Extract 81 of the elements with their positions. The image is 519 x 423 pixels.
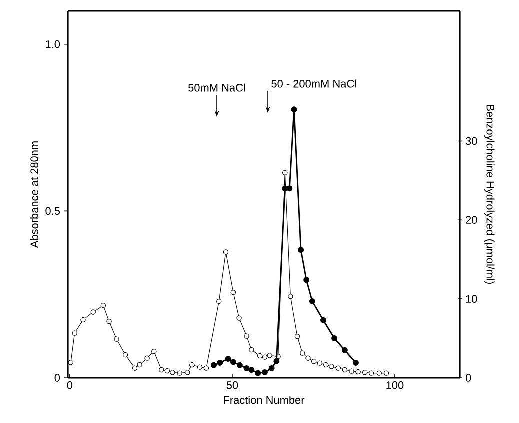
point bbox=[298, 247, 304, 254]
point bbox=[362, 370, 368, 376]
point bbox=[159, 367, 164, 373]
point bbox=[332, 336, 338, 342]
point bbox=[309, 298, 316, 304]
point bbox=[300, 350, 306, 356]
point bbox=[72, 330, 78, 336]
x-tick-label: 0 bbox=[67, 382, 73, 390]
point bbox=[311, 359, 317, 364]
point bbox=[274, 358, 280, 364]
point bbox=[244, 366, 250, 372]
point bbox=[152, 349, 157, 354]
point bbox=[164, 368, 170, 374]
point bbox=[197, 364, 203, 370]
point bbox=[217, 360, 224, 366]
point bbox=[68, 360, 74, 366]
point bbox=[262, 354, 268, 360]
point bbox=[223, 250, 229, 255]
point bbox=[291, 106, 298, 113]
point bbox=[177, 370, 182, 376]
point bbox=[80, 317, 86, 323]
y2-tick-label: 20 bbox=[466, 216, 478, 224]
point bbox=[170, 370, 176, 376]
point bbox=[317, 360, 323, 366]
point bbox=[342, 367, 348, 373]
point bbox=[106, 319, 112, 324]
y2-axis-title: Benzoylcholine Hydrolyzed (μmol/ml) bbox=[484, 105, 495, 284]
point bbox=[268, 366, 275, 372]
point bbox=[353, 360, 359, 366]
point bbox=[210, 362, 217, 368]
y2-tick-label: 30 bbox=[466, 137, 478, 146]
point bbox=[258, 353, 263, 359]
point bbox=[190, 362, 195, 368]
x-tick-label: 100 bbox=[386, 382, 404, 390]
point bbox=[356, 369, 361, 375]
point bbox=[336, 366, 342, 371]
point bbox=[249, 347, 254, 353]
point bbox=[100, 303, 106, 308]
point bbox=[384, 370, 390, 376]
point bbox=[204, 366, 210, 371]
point bbox=[230, 290, 236, 296]
point bbox=[342, 347, 348, 354]
point bbox=[286, 186, 293, 192]
point bbox=[323, 362, 329, 368]
point bbox=[225, 356, 232, 362]
point bbox=[236, 362, 243, 368]
point bbox=[320, 317, 326, 324]
point bbox=[132, 366, 138, 371]
point bbox=[122, 352, 128, 358]
y-axis-title: Absorbance at 280nm bbox=[30, 142, 38, 248]
point bbox=[376, 370, 382, 376]
point bbox=[90, 310, 96, 315]
point bbox=[282, 170, 288, 176]
point bbox=[144, 356, 150, 361]
y2-tick-label: 0 bbox=[466, 374, 472, 382]
point bbox=[248, 367, 255, 374]
point bbox=[230, 359, 236, 366]
x-axis-title: Fraction Number bbox=[224, 396, 305, 404]
point bbox=[185, 370, 190, 376]
annotation: 50 - 200mM NaCl bbox=[272, 80, 356, 88]
point bbox=[349, 368, 354, 374]
point bbox=[369, 370, 374, 376]
y2-tick-label: 10 bbox=[466, 295, 478, 303]
point bbox=[304, 277, 310, 284]
y-tick-label: 1.0 bbox=[46, 40, 60, 48]
y-tick-label: 0 bbox=[54, 374, 60, 382]
point bbox=[255, 370, 262, 376]
point bbox=[306, 356, 311, 361]
point bbox=[114, 336, 120, 342]
annotation: 50mM NaCl bbox=[188, 84, 246, 92]
point bbox=[329, 364, 334, 370]
point bbox=[137, 362, 142, 368]
point bbox=[244, 334, 250, 339]
point bbox=[236, 316, 242, 321]
point bbox=[216, 299, 222, 304]
x-tick-label: 50 bbox=[226, 382, 238, 390]
point bbox=[288, 294, 294, 300]
point bbox=[262, 369, 268, 376]
y-tick-label: 0.5 bbox=[46, 207, 60, 216]
point bbox=[267, 353, 272, 358]
point bbox=[294, 334, 300, 340]
